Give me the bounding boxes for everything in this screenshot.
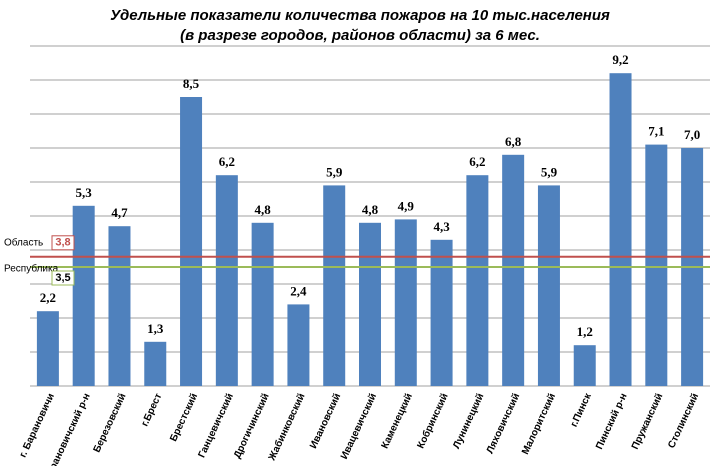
x-tick-label: Брестский <box>168 392 200 444</box>
bar <box>287 304 310 386</box>
value-label: 2,4 <box>290 283 307 298</box>
reference-label: Республика <box>4 263 59 275</box>
bar <box>466 175 489 386</box>
x-tick-label: г.Брест <box>140 392 165 429</box>
x-tick-label: г.Пинск <box>569 391 595 429</box>
x-tick-label: Малоритский <box>520 392 558 457</box>
bar <box>108 226 131 386</box>
value-label: 4,8 <box>255 202 272 217</box>
bar <box>72 205 95 386</box>
chart-title: Удельные показатели количества пожаров н… <box>110 7 610 24</box>
value-label: 4,9 <box>398 198 415 213</box>
value-label: 6,2 <box>219 154 235 169</box>
bar <box>645 144 668 386</box>
bar <box>394 219 417 386</box>
value-label: 7,0 <box>684 127 700 142</box>
value-label: 1,2 <box>577 324 593 339</box>
value-label: 5,3 <box>76 185 93 200</box>
bar <box>430 239 453 386</box>
value-label: 4,8 <box>362 202 379 217</box>
value-label: 6,8 <box>505 134 522 149</box>
reference-value-label: 3,8 <box>55 237 70 249</box>
x-tick-label: Жабинковский <box>265 391 307 463</box>
bar <box>359 222 381 386</box>
x-tick-label: Пружанский <box>630 392 666 452</box>
x-tick-label: Пинский р-н <box>594 392 630 451</box>
value-label: 4,3 <box>433 219 450 234</box>
reference-value-label: 3,5 <box>55 272 70 284</box>
bar <box>251 222 274 386</box>
x-tick-label: Кобринский <box>415 391 451 450</box>
chart-subtitle: (в разрезе городов, районов области) за … <box>180 27 540 44</box>
bar <box>144 341 167 386</box>
value-label: 4,7 <box>111 205 128 220</box>
x-tick-label: Лунинецкий <box>451 392 486 451</box>
bar <box>573 345 596 386</box>
value-label: 2,2 <box>40 290 56 305</box>
bar <box>537 185 560 386</box>
x-tick-label: Березовский <box>92 392 129 455</box>
x-tick-label: Дрогичинский <box>232 392 272 461</box>
x-tick-label: Ганцевичский <box>196 392 235 460</box>
bar <box>36 311 59 386</box>
reference-box <box>51 235 75 251</box>
bar <box>323 185 346 386</box>
value-label: 6,2 <box>469 154 485 169</box>
x-tick-label: Столинский <box>666 392 701 450</box>
x-tick-label: г. Барановичи <box>18 392 57 460</box>
reference-box <box>51 270 75 286</box>
value-label: 5,9 <box>326 164 343 179</box>
x-tick-label: Каменецкий <box>380 392 415 451</box>
bar <box>609 73 632 386</box>
value-label: 8,5 <box>183 76 200 91</box>
value-label: 1,3 <box>147 321 164 336</box>
bar <box>180 97 203 386</box>
bar <box>215 175 238 386</box>
value-label: 5,9 <box>541 164 558 179</box>
x-tick-label: Ляховичский <box>485 392 523 456</box>
value-label: 7,1 <box>648 124 664 139</box>
x-tick-label: Ивацевичский <box>339 392 379 461</box>
value-label: 9,2 <box>612 52 628 67</box>
bar <box>502 154 525 386</box>
reference-label: Область <box>4 236 43 248</box>
x-tick-label: Ивановский <box>308 392 343 451</box>
